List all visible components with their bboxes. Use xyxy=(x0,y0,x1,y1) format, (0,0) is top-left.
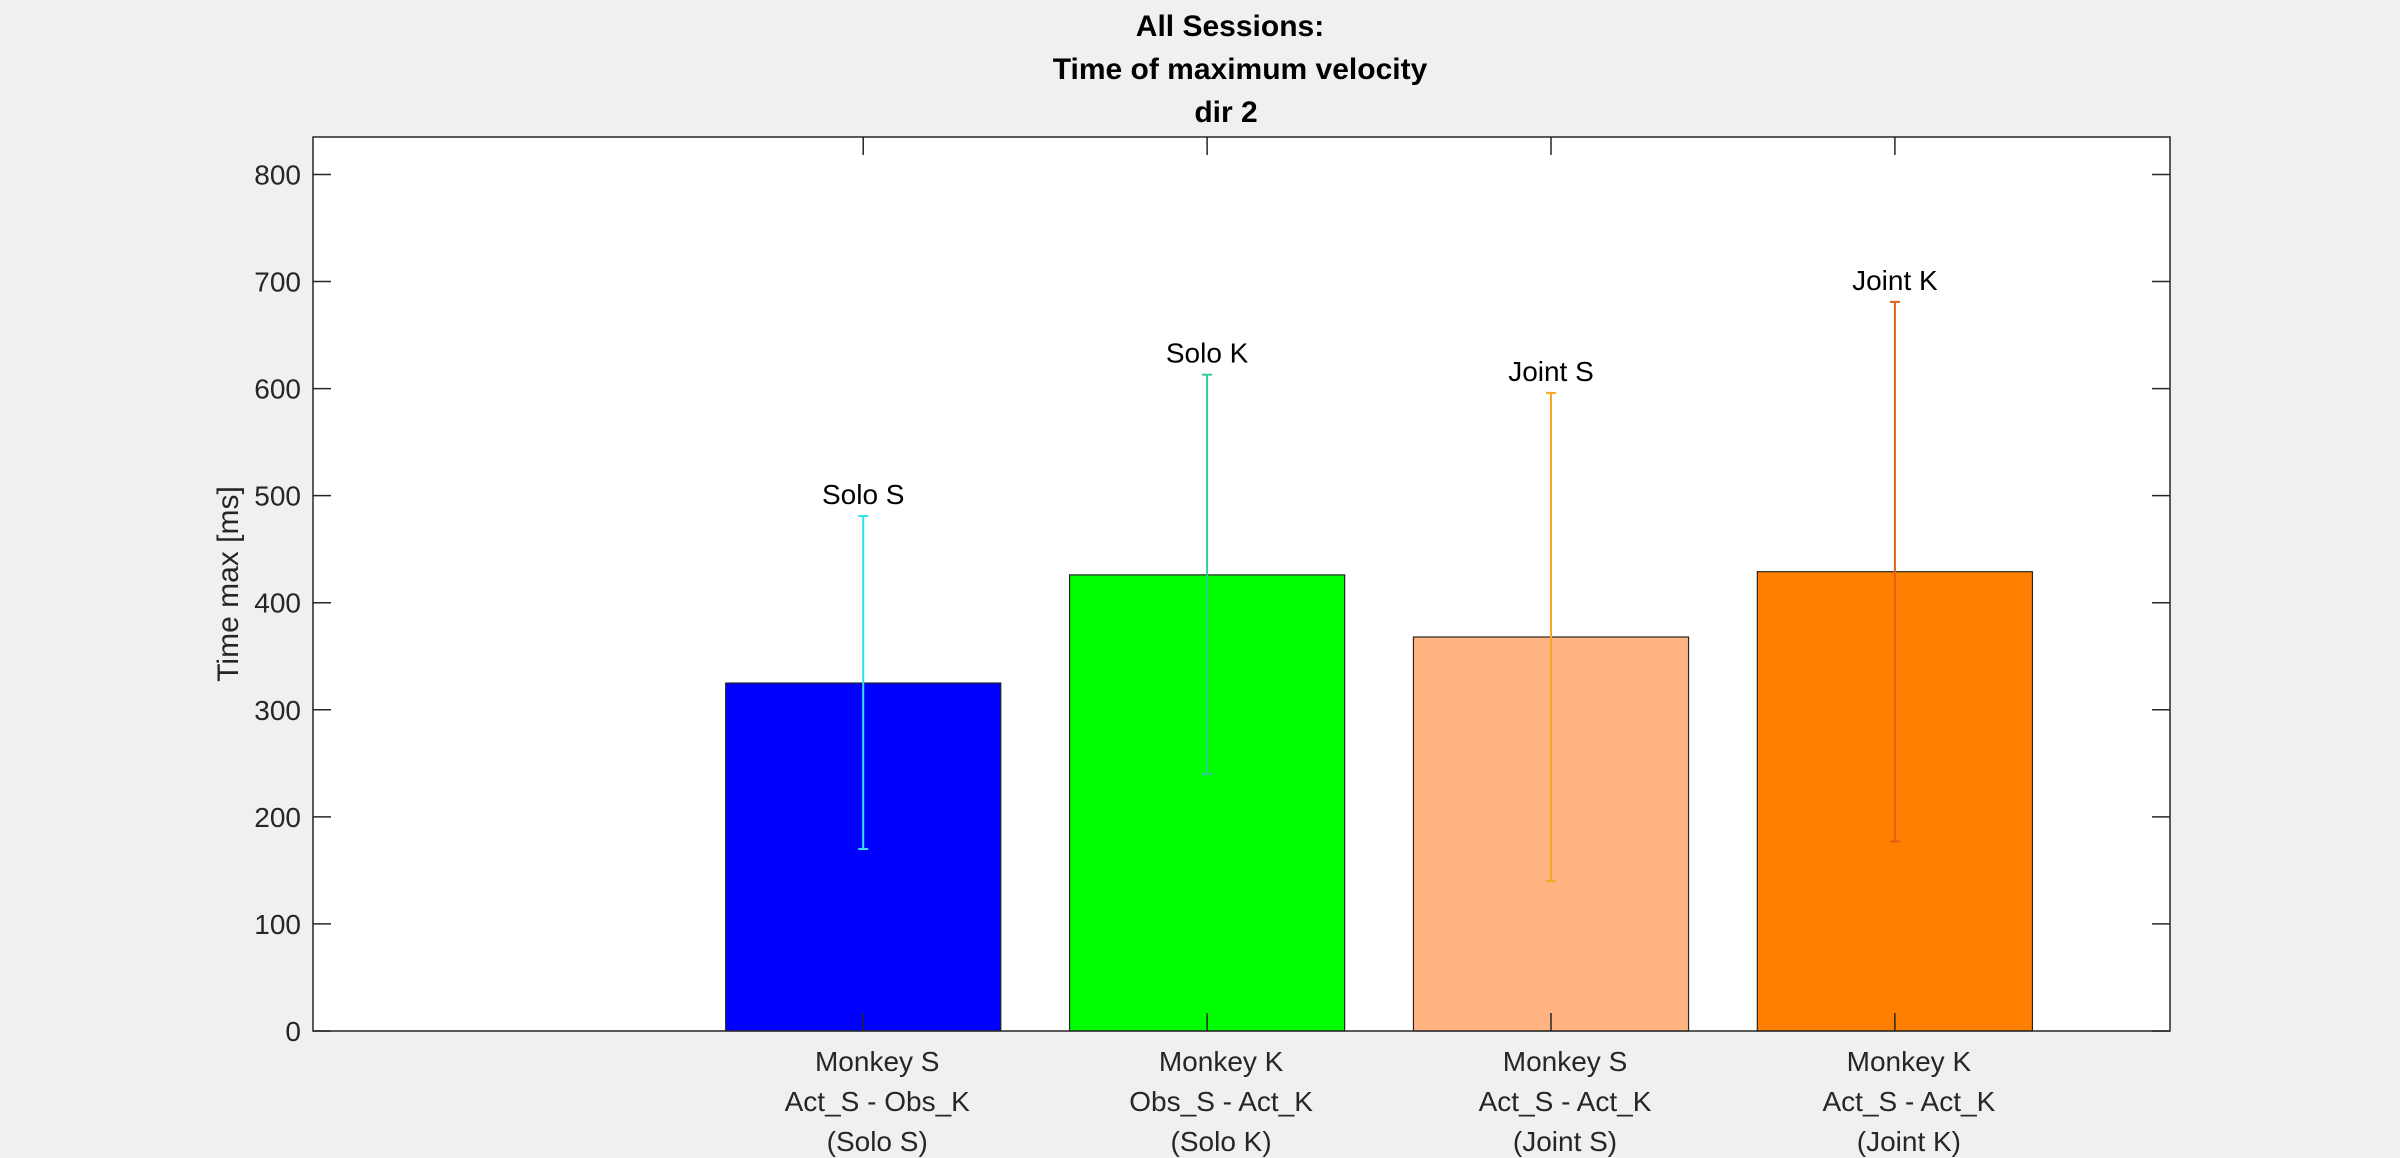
chart-title: All Sessions: Time of maximum velocity d… xyxy=(1053,10,1428,129)
x-tick-label-line: (Solo S) xyxy=(827,1126,928,1157)
bar-data-label: Solo S xyxy=(822,479,905,510)
x-tick-label: Monkey S Act_S - Obs_K (Solo S) xyxy=(785,1046,971,1157)
x-tick-label-line: Act_S - Obs_K xyxy=(785,1086,971,1117)
x-tick-label: Monkey K Obs_S - Act_K (Solo K) xyxy=(1129,1046,1313,1157)
y-axis-ticks: 0 100 200 300 400 500 600 700 800 xyxy=(254,159,2170,1047)
bar-data-label: Solo K xyxy=(1166,338,1249,369)
y-tick-label: 400 xyxy=(254,588,301,619)
y-tick-label: 0 xyxy=(285,1016,301,1047)
bar-labels: Solo S Solo K Joint S Joint K xyxy=(822,265,1938,510)
bar-data-label: Joint K xyxy=(1852,265,1938,296)
y-tick-label: 800 xyxy=(254,159,301,190)
x-tick-label-line: Act_S - Act_K xyxy=(1823,1086,1996,1117)
plot-frame xyxy=(312,136,2171,1032)
error-bar xyxy=(858,515,869,850)
y-tick-label: 700 xyxy=(254,267,301,298)
y-axis-label: Time max [ms] xyxy=(212,486,245,682)
error-bar xyxy=(1202,373,1213,776)
title-line-2: Time of maximum velocity xyxy=(1053,53,1428,86)
error-bar xyxy=(1546,391,1556,883)
title-line-1: All Sessions: xyxy=(1136,10,1324,43)
title-line-3: dir 2 xyxy=(1194,96,1257,129)
x-tick-label: Monkey S Act_S - Act_K (Joint S) xyxy=(1479,1046,1652,1157)
x-tick-label-line: Monkey K xyxy=(1159,1046,1284,1077)
y-tick-label: 600 xyxy=(254,374,301,405)
error-bar xyxy=(1889,300,1900,843)
x-tick-label: Monkey K Act_S - Act_K (Joint K) xyxy=(1823,1046,1996,1157)
x-tick-label-line: Monkey K xyxy=(1847,1046,1972,1077)
x-tick-label-line: Obs_S - Act_K xyxy=(1129,1086,1313,1117)
x-tick-label-line: (Joint K) xyxy=(1857,1126,1961,1157)
y-tick-label: 500 xyxy=(254,481,301,512)
x-axis-ticks: Monkey S Act_S - Obs_K (Solo S) Monkey K Obs… xyxy=(785,137,1996,1157)
x-tick-label-line: Act_S - Act_K xyxy=(1479,1086,1652,1117)
x-tick-label-line: Monkey S xyxy=(1503,1046,1628,1077)
y-tick-label: 300 xyxy=(254,695,301,726)
x-tick-label-line: Monkey S xyxy=(815,1046,940,1077)
y-tick-label: 100 xyxy=(254,909,301,940)
error-bars xyxy=(858,300,1900,883)
x-tick-label-line: (Joint S) xyxy=(1513,1126,1617,1157)
x-tick-label-line: (Solo K) xyxy=(1171,1126,1272,1157)
y-tick-label: 200 xyxy=(254,802,301,833)
bar-data-label: Joint S xyxy=(1508,356,1594,387)
